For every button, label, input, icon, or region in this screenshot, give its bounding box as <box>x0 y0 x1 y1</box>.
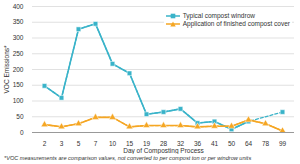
svg-text:36: 36 <box>193 140 202 148</box>
svg-text:50: 50 <box>228 140 236 147</box>
svg-text:19: 19 <box>142 140 151 148</box>
svg-text:99: 99 <box>279 140 287 147</box>
svg-text:150: 150 <box>13 81 24 88</box>
svg-text:64: 64 <box>245 140 253 147</box>
svg-text:350: 350 <box>13 18 24 25</box>
svg-text:10: 10 <box>109 140 117 147</box>
svg-text:VOC Emissions*: VOC Emissions* <box>3 45 10 94</box>
svg-text:3: 3 <box>60 140 64 147</box>
svg-text:Day of Composting Process: Day of Composting Process <box>123 147 204 155</box>
svg-text:78: 78 <box>262 140 270 147</box>
html-text:Application of finished compos: Application of finished compost cover <box>182 20 290 27</box>
html-text:*VOC measurements are comparis: *VOC measurements are comparison values,… <box>4 155 252 161</box>
svg-text:2: 2 <box>43 140 47 147</box>
svg-text:400: 400 <box>13 3 24 10</box>
svg-text:7: 7 <box>94 140 98 147</box>
svg-text:15: 15 <box>125 140 134 148</box>
svg-text:100: 100 <box>13 97 24 104</box>
svg-text:200: 200 <box>13 66 24 73</box>
svg-text:250: 250 <box>13 50 24 57</box>
svg-text:32: 32 <box>176 140 185 148</box>
svg-text:0: 0 <box>20 129 24 136</box>
svg-text:300: 300 <box>13 34 24 41</box>
svg-text:41: 41 <box>211 140 219 147</box>
svg-text:28: 28 <box>159 140 168 148</box>
svg-text:50: 50 <box>16 113 24 120</box>
html-text:Typical compost windrow: Typical compost windrow <box>182 12 255 19</box>
svg-text:5: 5 <box>77 140 81 147</box>
